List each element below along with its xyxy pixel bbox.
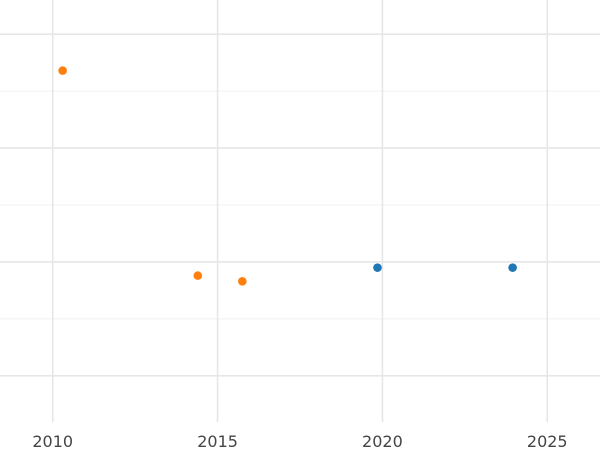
x-tick-label: 2015	[197, 432, 238, 450]
data-point	[238, 277, 247, 286]
points-layer	[58, 66, 517, 286]
x-tick-label: 2020	[362, 432, 403, 450]
grid-layer	[0, 0, 600, 422]
x-tick-labels: 2010 2015 2020 2025	[32, 432, 567, 450]
x-tick-label: 2010	[32, 432, 73, 450]
x-tick-label: 2025	[527, 432, 568, 450]
data-point	[58, 66, 67, 75]
data-point	[508, 263, 517, 272]
data-point	[193, 271, 203, 280]
data-point	[373, 263, 382, 272]
